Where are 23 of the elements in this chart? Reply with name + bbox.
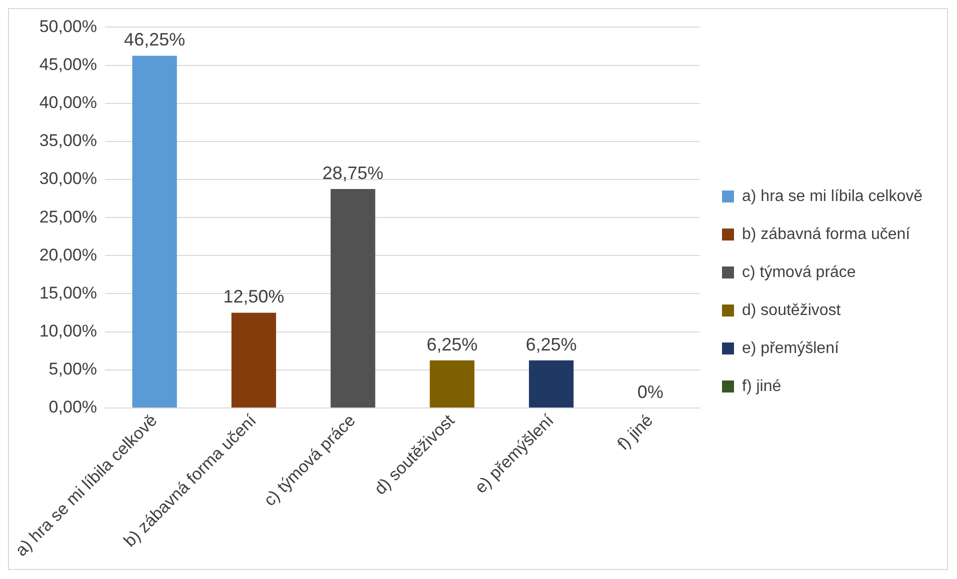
y-tick-label: 35,00%: [39, 131, 98, 150]
data-label: 6,25%: [426, 334, 478, 354]
y-tick-label: 30,00%: [39, 169, 98, 188]
data-label: 6,25%: [526, 334, 577, 354]
legend-label: e) přemýšlení: [742, 340, 840, 357]
y-tick-label: 45,00%: [39, 54, 98, 74]
data-label: 28,75%: [322, 162, 384, 183]
y-tick-label: 10,00%: [39, 321, 98, 340]
y-tick-label: 20,00%: [39, 245, 98, 264]
legend-label: a) hra se mi líbila celkově: [742, 188, 923, 205]
y-tick-label: 50,00%: [39, 16, 98, 36]
legend-label: f) jiné: [742, 378, 782, 395]
legend-label: b) zábavná forma učení: [742, 226, 911, 243]
y-tick-label: 15,00%: [39, 283, 98, 302]
data-label: 12,50%: [223, 286, 284, 307]
y-tick-label: 5,00%: [48, 360, 98, 379]
y-tick-label: 0,00%: [48, 398, 98, 417]
y-tick-label: 40,00%: [39, 93, 98, 112]
legend-label: d) soutěživost: [742, 302, 842, 319]
data-label: 46,25%: [124, 30, 186, 50]
legend-label: c) týmová práce: [742, 264, 856, 281]
data-label: 0%: [637, 382, 664, 402]
y-tick-label: 25,00%: [39, 207, 98, 226]
